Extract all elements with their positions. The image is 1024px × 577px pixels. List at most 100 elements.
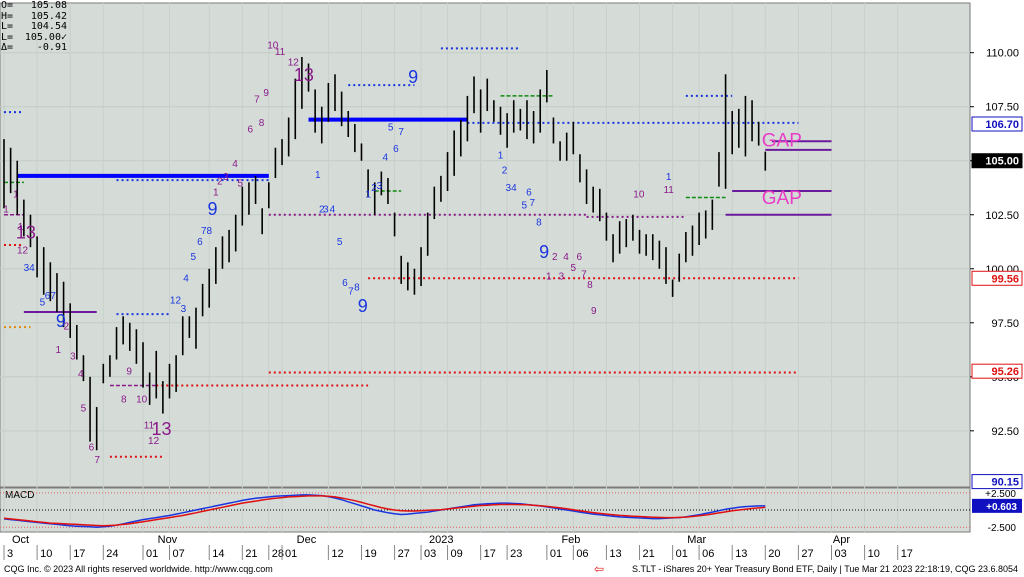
sequence-label: 1 [56,345,62,356]
price-tag-label: 106.70 [985,119,1019,131]
ohlc-value: 105.00✓ [24,31,67,43]
sequence-label: 1 [3,205,9,216]
month-label: Apr [833,534,850,546]
sequence-label: 12 [288,58,300,69]
day-label: 10 [868,548,880,560]
sequence-label: 4 [563,252,569,263]
sequence-label: 3 [323,205,329,216]
sequence-label: 9 [126,367,132,378]
sequence-label: 10 [136,395,148,406]
month-label: Oct [12,534,29,546]
sequence-label: 7 [581,269,587,280]
macd-tag-box [972,498,1022,513]
sequence-label: 1 [498,151,504,162]
sequence-label: 9 [208,199,218,219]
sequence-label: 8 [587,280,593,291]
sequence-label: 34 [506,183,518,194]
day-label: 12 [331,548,343,560]
day-label: 14 [212,548,224,560]
ohlc-key: O= [1,0,14,11]
sequence-label: 8 [536,218,542,229]
sequence-label: 4 [330,205,336,216]
sequence-label: 5 [388,122,394,133]
sequence-label: 8 [259,118,265,129]
sequence-label: 9 [539,242,549,262]
price-tag-box [971,474,1023,490]
sequence-label: 1 [18,222,24,233]
day-label: 06 [702,548,714,560]
sequence-label: 9 [56,311,66,331]
day-label: 23 [510,548,522,560]
sequence-label: 11 [144,421,155,432]
ohlc-key: H= [1,10,14,22]
sequence-label: 5 [238,179,244,190]
macd-series-line [3,494,766,528]
day-label: 17 [484,548,496,560]
day-label: 13 [609,548,621,560]
day-label: 17 [73,548,85,560]
price-tag-box [971,270,1023,286]
sequence-label: 4 [383,153,389,164]
sequence-label: 3 [70,352,76,363]
sequence-label: 7 [254,94,260,105]
day-label: 21 [245,548,257,560]
sequence-label: 3 [181,304,187,315]
day-label: 19 [364,548,376,560]
day-label: 27 [801,548,813,560]
price-tag-label: 99.56 [991,273,1019,285]
macd-tick-label: -2.500 [988,523,1017,534]
price-plot-area [0,2,971,488]
sequence-label: 6 [89,442,95,453]
sequence-label: 10 [267,40,279,51]
ohlc-key: Δ= [1,42,14,53]
sequence-label: 7 [529,198,535,209]
ohlc-value: 105.08 [30,0,67,11]
price-tick-label: 110.00 [986,48,1019,60]
sequence-label: 7 [95,455,101,466]
sequence-label: 13 [294,65,314,85]
sequence-label: 1 [213,187,219,198]
sequence-label: 5 [81,403,87,414]
sequence-label: GAP [762,131,802,152]
left-arrow-icon[interactable]: ⇦ [594,562,605,576]
sequence-label: 5 [571,263,577,274]
ohlc-row: H= 105.42 [1,10,67,23]
copyright-text: CQG Inc. © 2023 All rights reserved worl… [4,564,273,574]
day-label: 01 [146,548,158,560]
sequence-label: 6 [197,237,203,248]
sequence-label: 8 [354,282,360,293]
sequence-label: 4 [183,274,189,285]
day-label: 20 [768,548,780,560]
month-label: Nov [158,534,178,546]
ohlc-row: L= 104.54 [1,21,67,33]
sequence-label: 7 [348,287,354,298]
sequence-label: 5 [337,237,343,248]
sequence-label: 1 [315,170,321,181]
month-label: Feb [561,534,580,546]
price-tag-label: 105.00 [985,156,1019,168]
day-label: 27 [398,548,410,560]
ohlc-row: O= 105.08 [1,0,67,12]
sequence-label: 1 [666,172,672,183]
sequence-label: 11 [275,47,286,58]
day-label: 21 [643,548,655,560]
sequence-label: 12 [17,246,29,257]
sequence-label: 3 [223,172,229,183]
month-label: Dec [297,534,317,546]
day-label: 10 [40,548,52,560]
sequence-label: 2 [217,177,223,188]
sequence-label: 1 [13,189,19,200]
chart-info-text: S.TLT - iShares 20+ Year Treasury Bond E… [632,564,1018,574]
sequence-label: 4 [78,369,84,380]
sequence-label: 34 [24,263,36,274]
sequence-label: 9 [591,306,597,317]
macd-tag-label: +0.603 [986,502,1017,513]
ohlc-readout: O= 105.08 H= 105.42 L= 104.54 L= 105.00✓ Δ= -… [1,0,67,54]
sequence-label: 6 [342,278,348,289]
sequence-label: 6 [393,144,399,155]
sequence-label: 4 [232,159,238,170]
sequence-label: 9 [358,296,368,316]
day-label: 01 [676,548,688,560]
sequence-label: 7 [398,127,404,138]
month-label: Mar [687,534,706,546]
